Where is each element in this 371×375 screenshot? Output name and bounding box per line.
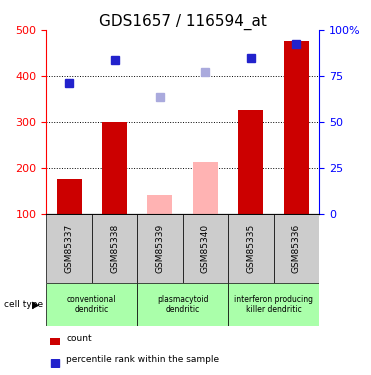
- Bar: [46, 283, 137, 326]
- Bar: [183, 214, 228, 283]
- Bar: [228, 283, 319, 326]
- Bar: [284, 42, 309, 214]
- Text: GSM85339: GSM85339: [155, 224, 164, 273]
- Text: plasmacytoid
dendritic: plasmacytoid dendritic: [157, 295, 209, 314]
- Bar: [92, 214, 137, 283]
- Bar: [102, 122, 127, 214]
- Text: GSM85340: GSM85340: [201, 224, 210, 273]
- Text: percentile rank within the sample: percentile rank within the sample: [66, 355, 219, 364]
- Title: GDS1657 / 116594_at: GDS1657 / 116594_at: [99, 14, 267, 30]
- Bar: [57, 179, 82, 214]
- Text: count: count: [66, 334, 92, 343]
- Bar: [228, 214, 274, 283]
- Text: interferon producing
killer dendritic: interferon producing killer dendritic: [234, 295, 313, 314]
- Text: GSM85335: GSM85335: [246, 224, 255, 273]
- Text: GSM85337: GSM85337: [65, 224, 73, 273]
- Bar: [137, 214, 183, 283]
- Text: GSM85336: GSM85336: [292, 224, 301, 273]
- Bar: [193, 162, 218, 214]
- Text: ▶: ▶: [32, 300, 39, 310]
- Bar: [273, 214, 319, 283]
- Bar: [46, 214, 92, 283]
- Bar: [148, 195, 173, 214]
- Text: GSM85338: GSM85338: [110, 224, 119, 273]
- Bar: [239, 110, 263, 214]
- Bar: [137, 283, 228, 326]
- Text: conventional
dendritic: conventional dendritic: [67, 295, 116, 314]
- Text: cell type: cell type: [4, 300, 43, 309]
